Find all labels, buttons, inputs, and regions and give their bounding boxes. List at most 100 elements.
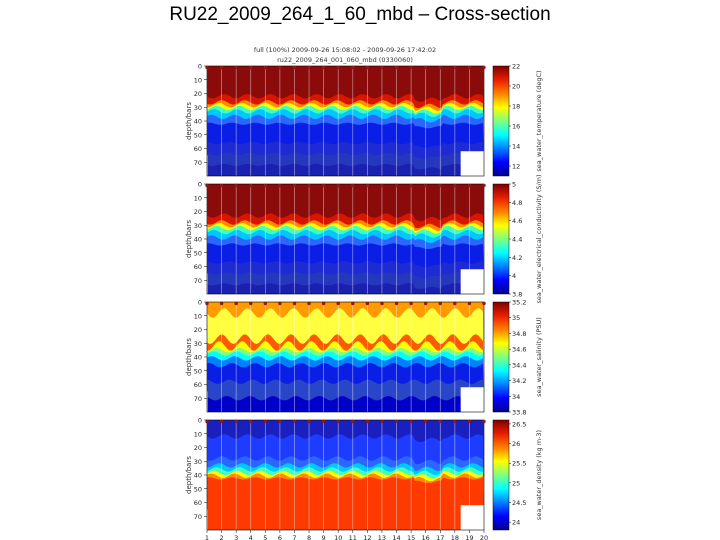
y-tick-label: 50 xyxy=(194,249,202,257)
colorbar-label: sea_water_temperature (degC) xyxy=(535,70,543,171)
x-tick-label: 17 xyxy=(436,534,444,540)
profile-marker xyxy=(423,419,428,424)
colorbar xyxy=(492,183,510,295)
y-tick-label: 0 xyxy=(198,417,202,425)
profile-marker xyxy=(234,65,238,70)
panel-2: 0 10 20 30 40 50 60 70 depth/bars 5 4.8 4.6 4.4 4.2 4 3… xyxy=(185,174,543,303)
profile-marker xyxy=(278,183,282,188)
y-axis-label: depth/bars xyxy=(185,102,193,140)
colorbar-tick-label: 5 xyxy=(512,181,516,189)
profile-marker xyxy=(423,183,428,188)
colorbar-label: sea_water_salinity (PSU) xyxy=(535,317,543,397)
y-tick-label: 30 xyxy=(194,104,202,112)
profile-marker xyxy=(307,419,311,424)
profile-marker xyxy=(453,419,457,424)
profile-marker xyxy=(409,301,413,306)
profile-marker xyxy=(438,301,442,306)
no-data-region xyxy=(460,269,484,294)
colorbar-tick-label: 25.5 xyxy=(512,460,526,468)
x-tick-label: 3 xyxy=(234,534,238,540)
profile-marker xyxy=(219,65,224,70)
colorbar-tick-label: 4.4 xyxy=(512,236,522,244)
profile-marker xyxy=(467,419,472,424)
layer-band xyxy=(207,396,484,412)
y-tick-label: 60 xyxy=(194,263,202,271)
x-tick-label: 7 xyxy=(292,534,296,540)
profile-marker xyxy=(482,419,486,424)
profile-marker xyxy=(351,419,355,424)
profile-marker xyxy=(278,65,282,70)
colorbar-tick-label: 22 xyxy=(512,63,520,71)
no-data-region xyxy=(460,151,484,176)
colorbar-tick-label: 35 xyxy=(512,314,520,322)
profile-marker xyxy=(307,183,311,188)
colorbar-tick-label: 26 xyxy=(512,440,520,448)
profile-marker xyxy=(336,301,340,306)
y-tick-label: 10 xyxy=(194,430,202,438)
x-tick-label: 19 xyxy=(465,534,473,540)
y-axis-label: depth/bars xyxy=(185,456,193,494)
y-tick-label: 70 xyxy=(194,513,202,521)
profile-marker xyxy=(365,419,370,424)
panel-1: 0 10 20 30 40 50 60 70 depth/bars 22 20 18 16 14 12 sea… xyxy=(185,63,543,177)
colorbar-tick-label: 4.8 xyxy=(512,199,522,207)
x-tick-label: 14 xyxy=(392,534,400,540)
profile-marker xyxy=(321,65,326,70)
colorbar-tick-label: 25 xyxy=(512,479,520,487)
y-tick-label: 0 xyxy=(198,63,202,71)
colorbar-tick-label: 24.5 xyxy=(512,499,526,507)
profile-marker xyxy=(380,65,384,70)
y-tick-label: 70 xyxy=(194,277,202,285)
figure-header-line1: full (100%) 2009-09-26 15:08:02 - 2009-0… xyxy=(254,46,436,54)
profile-marker xyxy=(278,301,282,306)
profile-marker xyxy=(409,419,413,424)
profile-marker xyxy=(394,65,399,70)
panel-3: 0 10 20 30 40 50 60 70 depth/bars 35.2 35 34.8 34.6 3… xyxy=(185,299,543,417)
profile-marker xyxy=(249,419,253,424)
y-tick-label: 10 xyxy=(194,312,202,320)
y-tick-label: 20 xyxy=(194,326,202,334)
layer-band xyxy=(207,477,484,530)
profile-marker xyxy=(263,65,268,70)
heatmap-field xyxy=(207,420,484,530)
profile-marker xyxy=(336,419,340,424)
colorbar-tick-label: 33.8 xyxy=(512,409,526,417)
y-tick-label: 0 xyxy=(198,181,202,189)
y-tick-label: 30 xyxy=(194,222,202,230)
colorbar-tick-label: 14 xyxy=(512,143,520,151)
profile-marker xyxy=(482,183,486,188)
colorbar-tick-label: 16 xyxy=(512,123,520,131)
colorbar-tick-label: 20 xyxy=(512,83,520,91)
profile-marker xyxy=(336,65,340,70)
x-tick-label: 9 xyxy=(322,534,326,540)
profile-marker xyxy=(292,65,297,70)
profile-marker xyxy=(263,301,268,306)
x-tick-label: 6 xyxy=(278,534,282,540)
profile-marker xyxy=(307,65,311,70)
colorbar-tick-label: 24 xyxy=(512,519,520,527)
profile-marker xyxy=(234,419,238,424)
colorbar-tick-label: 4.2 xyxy=(512,254,522,262)
profile-marker xyxy=(423,65,428,70)
y-tick-label: 70 xyxy=(194,395,202,403)
x-tick-label: 11 xyxy=(349,534,357,540)
colorbar-tick-label: 34.2 xyxy=(512,377,526,385)
profile-marker xyxy=(205,301,209,306)
profile-marker xyxy=(205,65,209,70)
colorbar-tick-label: 4 xyxy=(512,272,516,280)
y-tick-label: 20 xyxy=(194,444,202,452)
y-tick-label: 0 xyxy=(198,299,202,307)
profile-marker xyxy=(263,419,268,424)
profile-marker xyxy=(365,301,370,306)
colorbar-label: sea_water_density (kg m-3) xyxy=(535,430,543,520)
colorbar-label: sea_water_electrical_conductivity (S/m) xyxy=(535,174,543,303)
colorbar xyxy=(492,301,510,413)
profile-marker xyxy=(234,301,238,306)
x-tick-label: 2 xyxy=(220,534,224,540)
x-tick-label: 18 xyxy=(451,534,459,540)
colorbar-tick-label: 12 xyxy=(512,163,520,171)
x-tick-label: 10 xyxy=(334,534,342,540)
colorbar-tick-label: 34.8 xyxy=(512,330,526,338)
profile-marker xyxy=(263,183,268,188)
